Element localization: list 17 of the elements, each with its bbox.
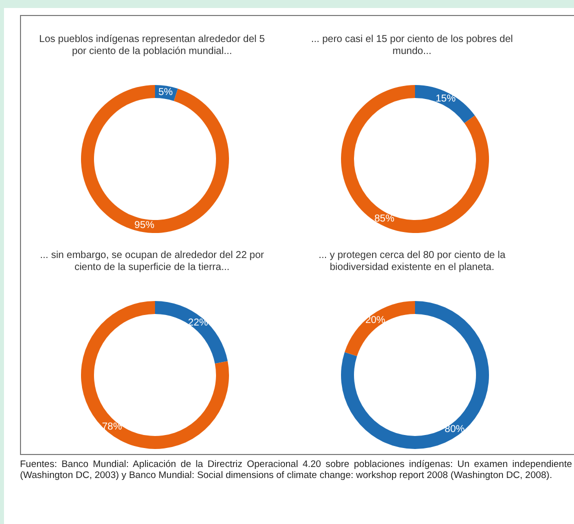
source-note: Fuentes: Banco Mundial: Aplicación de la Directriz Operacional 4.20 sobre poblaciones indígenas: Un examen independiente (Washington DC, 2003) y Banco Mundial: Social dimensions of climate change: workshop report 2008 (Washington DC, 2008). [20,459,572,481]
donut-slice [81,85,229,233]
chart-title: Los pueblos indígenas representan alrededor del 5 por ciento de la población mundial... [38,34,266,59]
data-label: 15% [436,93,456,104]
donut-slice [341,85,489,233]
donut-slice [81,301,229,449]
data-label: 78% [102,422,122,433]
donut-slice [341,301,489,449]
data-label: 95% [134,220,155,232]
donut-slice [415,85,475,124]
donut-slice [155,301,228,364]
data-label: 85% [374,214,394,225]
data-label: 5% [158,86,173,98]
chart-title: ... sin embargo, se ocupan de alrededor del 22 por ciento de la superficie de la tierra... [38,250,266,275]
chart-title: ... pero casi el 15 por ciento de los pobres del mundo... [310,34,514,59]
chart-title: ... y protegen cerca del 80 por ciento de la biodiversidad existente en el planeta. [318,250,506,275]
donut-slice [344,301,415,356]
